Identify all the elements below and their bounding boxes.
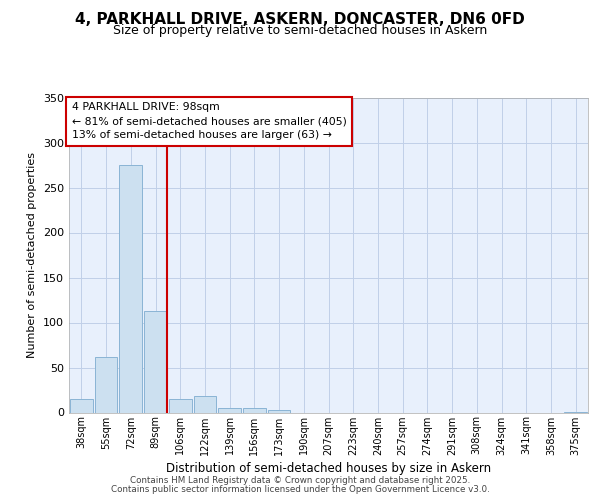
Text: 4 PARKHALL DRIVE: 98sqm
← 81% of semi-detached houses are smaller (405)
13% of s: 4 PARKHALL DRIVE: 98sqm ← 81% of semi-de… bbox=[71, 102, 346, 140]
Text: 4, PARKHALL DRIVE, ASKERN, DONCASTER, DN6 0FD: 4, PARKHALL DRIVE, ASKERN, DONCASTER, DN… bbox=[75, 12, 525, 28]
Text: Contains HM Land Registry data © Crown copyright and database right 2025.: Contains HM Land Registry data © Crown c… bbox=[130, 476, 470, 485]
Bar bbox=[70, 399, 93, 412]
Bar bbox=[119, 165, 142, 412]
Bar bbox=[95, 356, 118, 412]
Text: Contains public sector information licensed under the Open Government Licence v3: Contains public sector information licen… bbox=[110, 485, 490, 494]
Bar bbox=[194, 396, 216, 412]
Bar bbox=[169, 399, 191, 412]
Bar bbox=[218, 408, 241, 412]
Bar bbox=[144, 311, 167, 412]
X-axis label: Distribution of semi-detached houses by size in Askern: Distribution of semi-detached houses by … bbox=[166, 462, 491, 474]
Y-axis label: Number of semi-detached properties: Number of semi-detached properties bbox=[28, 152, 37, 358]
Text: Size of property relative to semi-detached houses in Askern: Size of property relative to semi-detach… bbox=[113, 24, 487, 37]
Bar bbox=[243, 408, 266, 412]
Bar bbox=[268, 410, 290, 412]
